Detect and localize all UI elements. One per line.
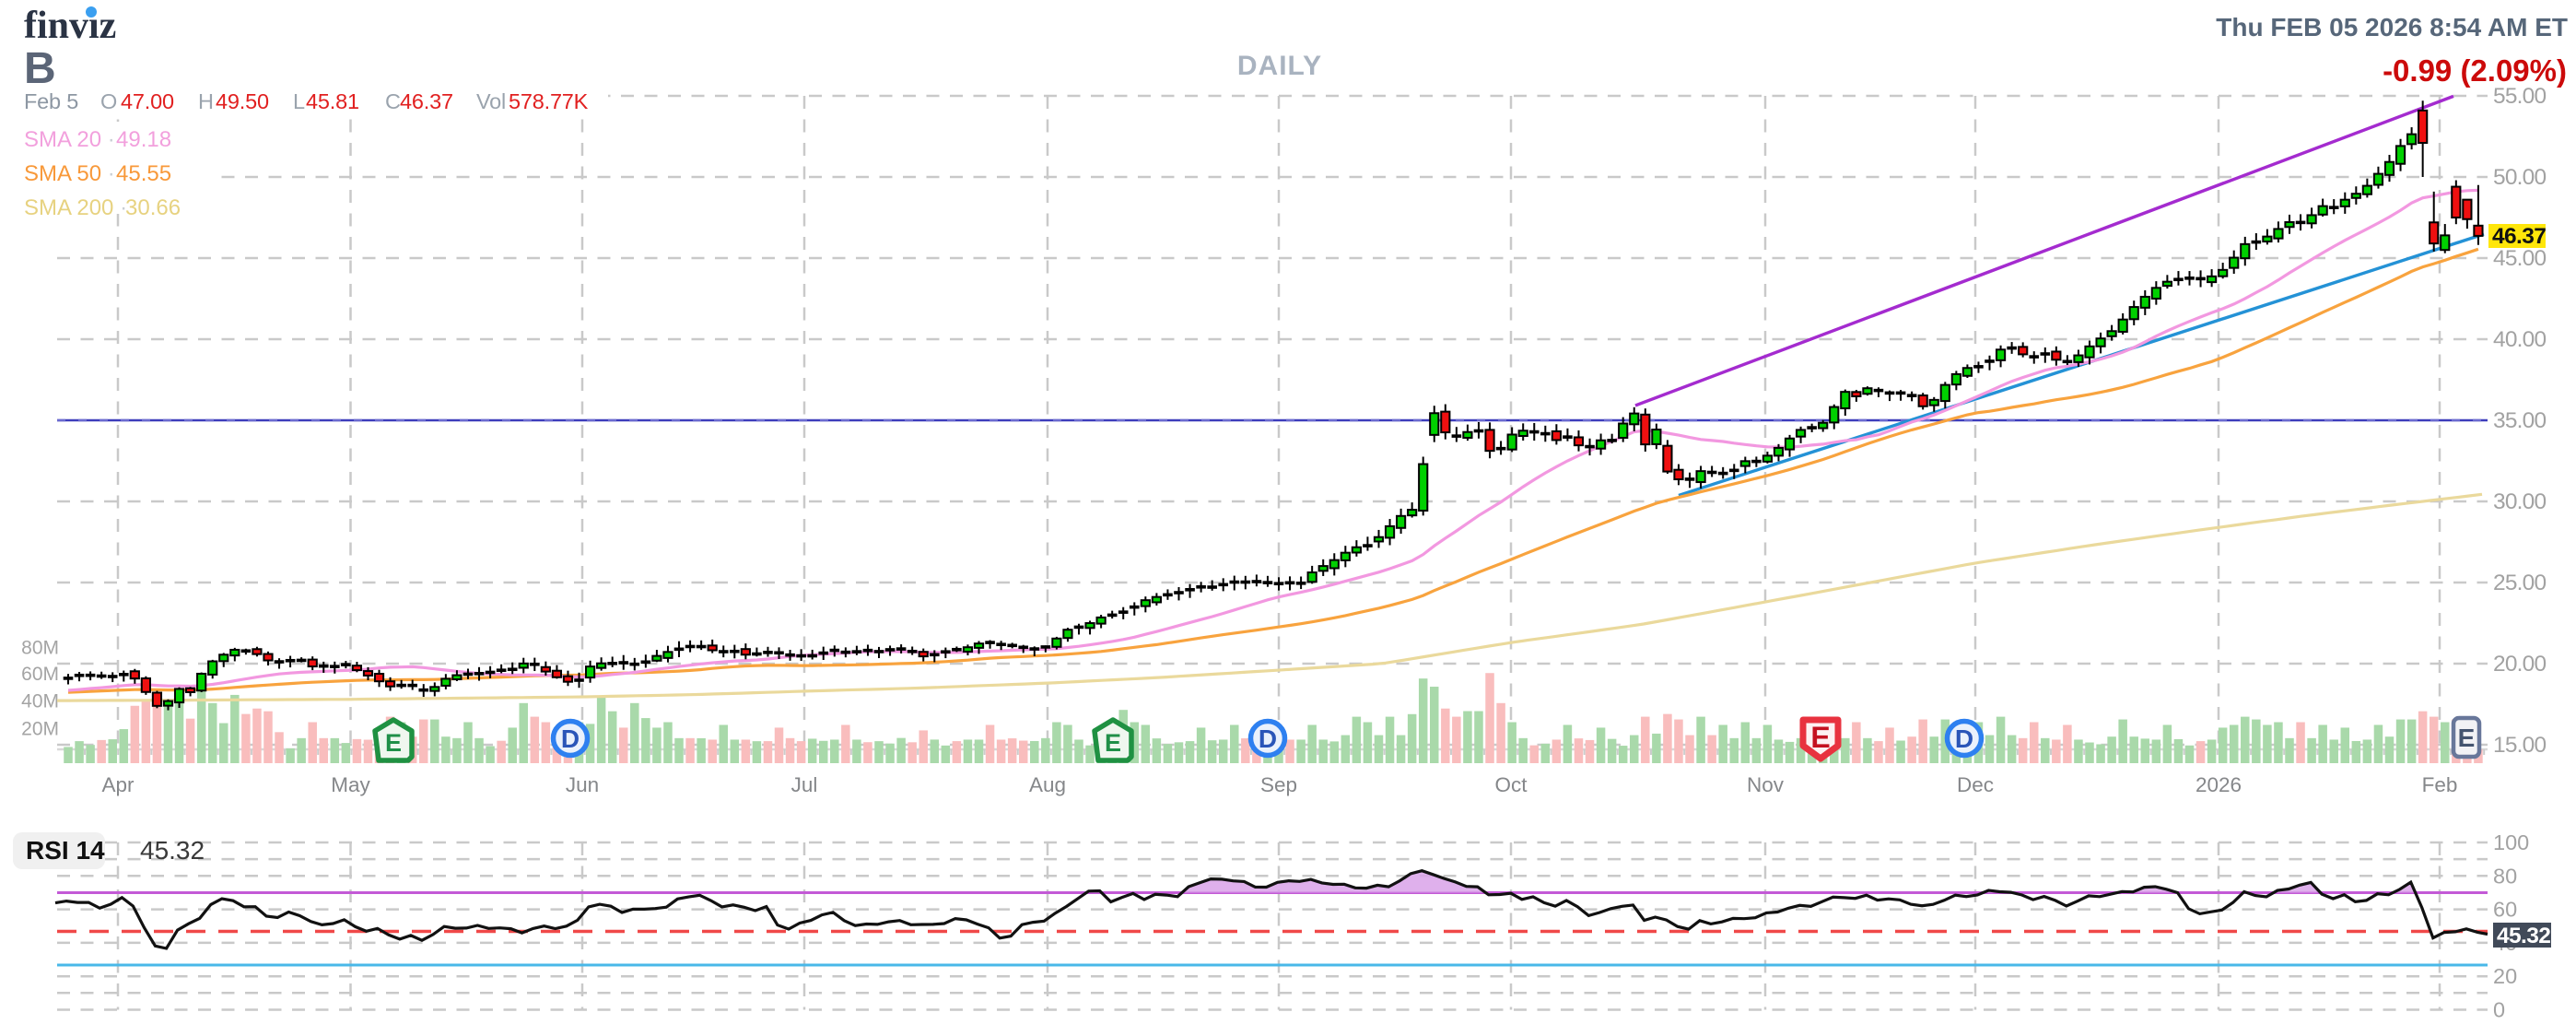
svg-text:35.00: 35.00 — [2493, 408, 2546, 433]
svg-text:E: E — [1105, 729, 1121, 757]
svg-text:E: E — [385, 729, 402, 757]
svg-text:D: D — [1955, 724, 1973, 753]
svg-text:30.00: 30.00 — [2493, 489, 2546, 514]
svg-text:47.00: 47.00 — [121, 89, 174, 113]
svg-text:2026: 2026 — [2195, 773, 2242, 796]
svg-text:25.00: 25.00 — [2493, 571, 2546, 595]
svg-text:60M: 60M — [21, 664, 59, 685]
svg-text:0: 0 — [2493, 998, 2505, 1022]
svg-text:40M: 40M — [21, 691, 59, 712]
svg-text:46.37: 46.37 — [400, 89, 453, 113]
svg-text:Jul: Jul — [791, 773, 818, 796]
svg-text:Dec: Dec — [1957, 773, 1994, 796]
svg-text:20: 20 — [2493, 964, 2517, 988]
svg-text:45.81: 45.81 — [306, 89, 359, 113]
svg-text:SMA 50 · 45.55: SMA 50 · 45.55 — [24, 161, 171, 186]
svg-text:finvız: finvız — [24, 5, 116, 47]
svg-text:DAILY: DAILY — [1237, 51, 1322, 81]
svg-text:100: 100 — [2493, 830, 2529, 854]
svg-text:B: B — [24, 44, 56, 93]
svg-text:O: O — [100, 89, 117, 113]
svg-text:Vol: Vol — [476, 89, 506, 113]
svg-text:E: E — [1810, 721, 1830, 754]
svg-text:L: L — [293, 89, 305, 113]
svg-text:60: 60 — [2493, 898, 2517, 922]
svg-text:49.50: 49.50 — [216, 89, 269, 113]
svg-text:Feb: Feb — [2422, 773, 2458, 796]
svg-text:45.32: 45.32 — [2497, 924, 2550, 948]
svg-text:D: D — [1259, 724, 1277, 753]
svg-text:SMA 20 · 49.18: SMA 20 · 49.18 — [24, 127, 171, 152]
svg-text:Aug: Aug — [1029, 773, 1066, 796]
svg-text:H: H — [198, 89, 214, 113]
svg-text:Thu FEB 05 2026 8:54 AM ET: Thu FEB 05 2026 8:54 AM ET — [2216, 13, 2568, 41]
svg-text:E: E — [2458, 724, 2476, 752]
svg-text:RSI 14: RSI 14 — [26, 836, 105, 865]
svg-text:55.00: 55.00 — [2493, 84, 2546, 109]
svg-text:20M: 20M — [21, 719, 59, 740]
svg-text:May: May — [331, 773, 370, 796]
svg-text:80: 80 — [2493, 864, 2517, 888]
svg-text:Feb 5: Feb 5 — [24, 89, 78, 113]
svg-text:578.77K: 578.77K — [509, 89, 589, 113]
svg-text:50.00: 50.00 — [2493, 165, 2546, 190]
svg-text:45.00: 45.00 — [2493, 246, 2546, 271]
svg-text:-0.99 (2.09%): -0.99 (2.09%) — [2383, 53, 2567, 88]
svg-text:20.00: 20.00 — [2493, 652, 2546, 677]
svg-text:Sep: Sep — [1260, 773, 1297, 796]
svg-text:46.37: 46.37 — [2492, 224, 2546, 249]
svg-text:Jun: Jun — [566, 773, 599, 796]
svg-text:Oct: Oct — [1494, 773, 1528, 796]
svg-text:SMA 200 · 30.66: SMA 200 · 30.66 — [24, 195, 181, 220]
svg-text:Apr: Apr — [101, 773, 135, 796]
svg-text:Nov: Nov — [1747, 773, 1785, 796]
svg-text:80M: 80M — [21, 638, 59, 659]
svg-text:15.00: 15.00 — [2493, 733, 2546, 758]
svg-text:D: D — [561, 724, 580, 753]
svg-text:C: C — [385, 89, 401, 113]
svg-text:40.00: 40.00 — [2493, 327, 2546, 352]
svg-text:45.32: 45.32 — [140, 836, 205, 865]
